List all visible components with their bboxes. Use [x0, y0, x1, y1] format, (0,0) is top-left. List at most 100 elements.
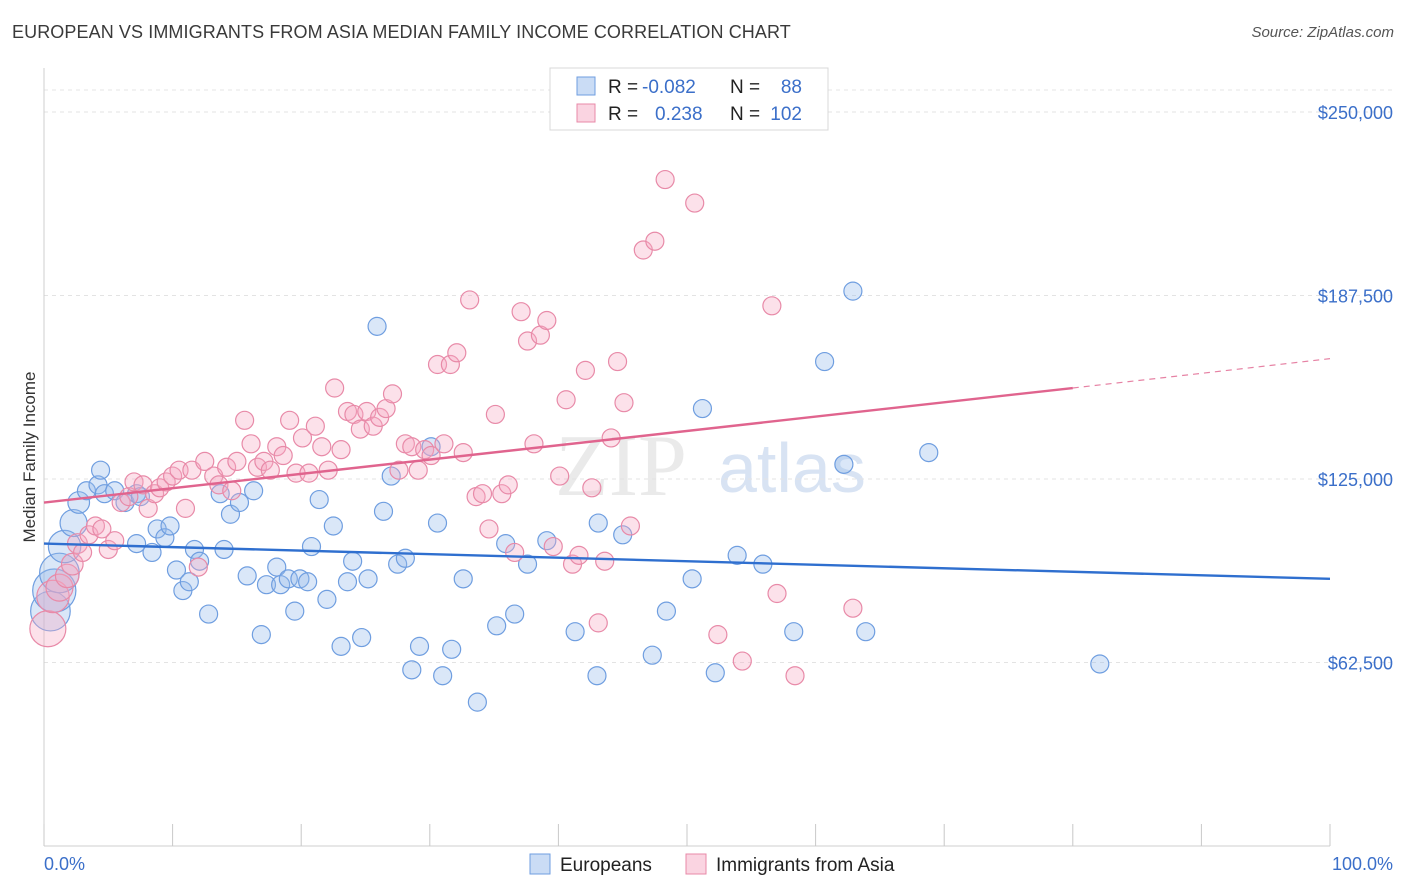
correlation-legend: R = -0.082 N = 88 R = 0.238 N = 102 [549, 67, 829, 131]
source-label: Source: ZipAtlas.com [1251, 24, 1394, 41]
asia-point [607, 351, 628, 372]
europeans-point [278, 569, 298, 589]
europeans-point [395, 548, 415, 568]
trend-lines [43, 358, 1331, 581]
asia-point [543, 536, 563, 557]
asia-point [785, 666, 805, 686]
europeans-point [505, 604, 525, 624]
europeans-point [358, 569, 378, 589]
asia-point [188, 557, 208, 577]
y-axis-title: Median Family Income [20, 371, 39, 542]
y-tick-label: $125,000 [1318, 470, 1393, 490]
asia-point [460, 290, 480, 310]
europeans-point [642, 645, 662, 665]
asia-point [408, 460, 428, 480]
asia-point [556, 390, 576, 410]
europeans-point [47, 529, 82, 564]
europeans-point [388, 554, 408, 574]
europeans-point [402, 660, 422, 680]
legend-r-value-2: 0.238 [655, 104, 703, 125]
asia-point [292, 428, 313, 448]
europeans-point [190, 551, 210, 571]
legend-swatch-europeans [576, 76, 596, 96]
asia-point [260, 460, 280, 480]
asia-point [569, 545, 589, 565]
europeans-point [251, 625, 271, 645]
asia-trend-line [43, 386, 1073, 504]
asia-point [325, 378, 345, 398]
europeans-point [433, 666, 453, 686]
chart-title: EUROPEAN VS IMMIGRANTS FROM ASIA MEDIAN … [12, 22, 791, 42]
europeans-point [381, 466, 401, 486]
europeans-point [843, 281, 863, 301]
europeans-point [784, 622, 804, 642]
asia-point [511, 302, 531, 322]
asia-point [382, 384, 403, 404]
asia-point [614, 393, 634, 413]
europeans-point [427, 513, 448, 533]
asia-point [60, 552, 84, 576]
legend-n-label-1: N = [730, 77, 760, 98]
bottom-legend-label-europeans: Europeans [560, 855, 652, 876]
y-tick-labels: $62,500 $125,000 $187,500 $250,000 [1318, 103, 1393, 673]
europeans-point [834, 454, 854, 474]
europeans-point [467, 692, 487, 712]
europeans-point [256, 575, 277, 595]
y-tick-label: $187,500 [1318, 287, 1393, 307]
europeans-point [656, 601, 677, 621]
europeans-point [301, 536, 322, 557]
europeans-point [517, 554, 538, 574]
europeans-point [815, 351, 835, 372]
asia-point [195, 451, 215, 472]
asia-point [217, 457, 237, 477]
europeans-point [588, 513, 608, 533]
europeans-point [160, 516, 180, 536]
asia-point [331, 440, 351, 460]
europeans-point [298, 572, 318, 592]
asia-point [524, 434, 544, 454]
europeans-point [1090, 654, 1110, 674]
asia-point [685, 193, 705, 213]
europeans-point [367, 316, 387, 336]
y-tick-label: $250,000 [1318, 103, 1393, 123]
europeans-point [244, 481, 264, 501]
asia-point [498, 475, 518, 495]
europeans-point [285, 601, 305, 621]
bottom-legend-swatch-europeans [529, 853, 551, 875]
asia-trend-line-extension [1072, 358, 1331, 389]
asia-point [72, 542, 93, 563]
asia-point [222, 481, 242, 501]
asia-point [175, 498, 196, 518]
asia-point [235, 410, 255, 430]
europeans-point [290, 569, 310, 589]
europeans-point [692, 398, 713, 419]
asia-point [505, 542, 525, 563]
asia-point [45, 573, 74, 602]
asia-point [767, 583, 787, 604]
legend-swatch-asia [576, 103, 596, 123]
asia-point [273, 445, 293, 466]
legend-r-value-1: -0.082 [642, 77, 696, 98]
europeans-point [352, 627, 372, 648]
asia-point [588, 613, 608, 633]
asia-point [645, 231, 665, 251]
asia-point [575, 360, 596, 380]
bottom-legend-swatch-asia [685, 853, 707, 875]
europeans-point [587, 666, 607, 686]
asia-point [708, 625, 728, 645]
europeans-point [229, 492, 250, 513]
europeans-point [682, 569, 702, 589]
asia-point [389, 460, 409, 480]
europeans-point [90, 460, 111, 480]
europeans-point [409, 636, 430, 656]
asia-point [227, 451, 247, 472]
europeans-point [323, 516, 343, 536]
bottom-legend-label-asia: Immigrants from Asia [716, 855, 895, 876]
europeans-point [271, 575, 291, 595]
europeans-point [237, 566, 257, 586]
x-ticks [43, 824, 1331, 846]
legend-r-label-1: R = [608, 77, 638, 98]
europeans-point [705, 663, 725, 683]
europeans-point [337, 572, 358, 592]
